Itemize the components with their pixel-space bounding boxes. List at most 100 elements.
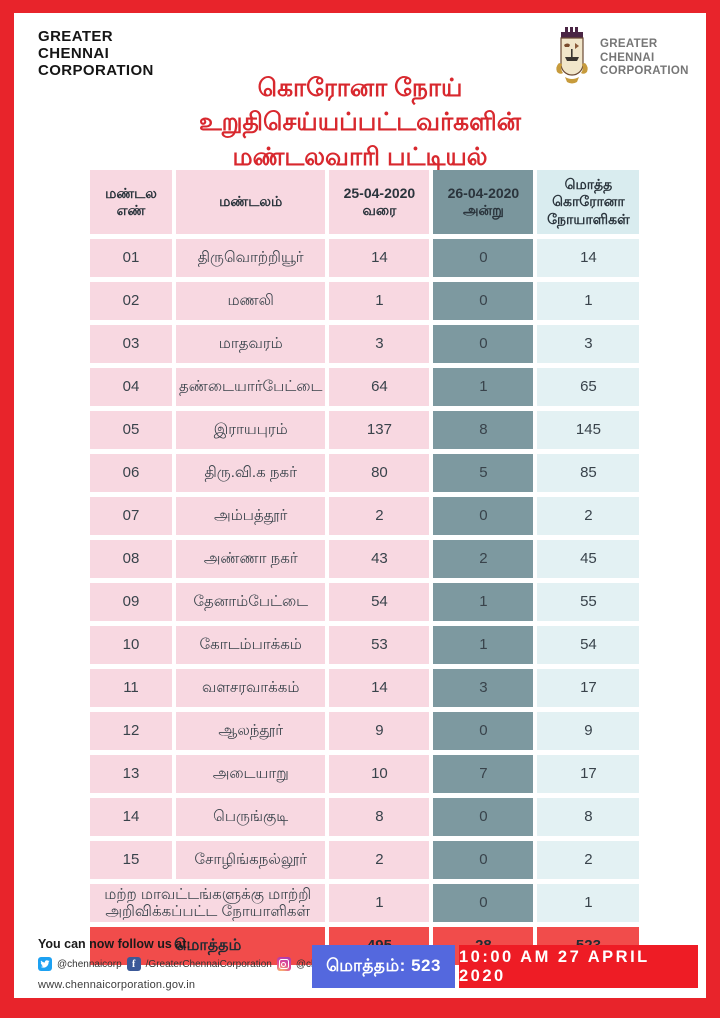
zone-no-cell: 01 — [90, 239, 172, 277]
total-cell: 1 — [537, 282, 640, 320]
table-row: 05 இராயபுரம் 137 8 145 — [90, 411, 640, 449]
zone-no-cell: 04 — [90, 368, 172, 406]
twitter-icon[interactable] — [38, 957, 52, 971]
col-header-grand-total: மொத்த கொரோனா நோயாளிகள் — [537, 170, 640, 234]
on-cell: 0 — [433, 282, 534, 320]
col-header-on-date: 26-04-2020 அன்று — [433, 170, 534, 234]
on-cell: 0 — [433, 841, 534, 879]
zone-case-table: மண்டல எண் மண்டலம் 25-04-2020 வரை 26-04-2… — [86, 165, 643, 970]
on-cell: 0 — [433, 712, 534, 750]
on-cell: 7 — [433, 755, 534, 793]
zone-name-cell: அடையாறு — [176, 755, 326, 793]
until-cell: 3 — [329, 325, 430, 363]
on-cell: 1 — [433, 583, 534, 621]
table-row: 12 ஆலந்தூர் 9 0 9 — [90, 712, 640, 750]
zone-no-cell: 06 — [90, 454, 172, 492]
table-header-row: மண்டல எண் மண்டலம் 25-04-2020 வரை 26-04-2… — [90, 170, 640, 234]
zone-no-cell: 03 — [90, 325, 172, 363]
zone-name-cell: கோடம்பாக்கம் — [176, 626, 326, 664]
gcc-crest: GREATER CHENNAI CORPORATION — [552, 27, 689, 90]
col-header-zone-name: மண்டலம் — [176, 170, 326, 234]
zone-name-cell: திருவொற்றியூர் — [176, 239, 326, 277]
until-cell: 8 — [329, 798, 430, 836]
on-cell: 5 — [433, 454, 534, 492]
zone-name-cell: மாதவரம் — [176, 325, 326, 363]
zone-name-cell: வளசரவாக்கம் — [176, 669, 326, 707]
gcc-wordmark: GREATER CHENNAI CORPORATION — [38, 28, 154, 80]
content-panel: GREATER CHENNAI CORPORATION கொரோனா நோய் … — [14, 13, 706, 998]
total-cell: 9 — [537, 712, 640, 750]
on-cell: 0 — [433, 884, 534, 922]
on-cell: 3 — [433, 669, 534, 707]
timestamp-badge: 10:00 AM 27 APRIL 2020 — [459, 945, 698, 988]
zone-no-cell: 13 — [90, 755, 172, 793]
title-line: கொரோனா நோய் — [257, 74, 463, 102]
zone-no-cell: 05 — [90, 411, 172, 449]
table-row: 13 அடையாறு 10 7 17 — [90, 755, 640, 793]
wordmark-line: CHENNAI — [38, 44, 110, 62]
zone-no-cell: 10 — [90, 626, 172, 664]
zone-no-cell: 12 — [90, 712, 172, 750]
table-row: 11 வளசரவாக்கம் 14 3 17 — [90, 669, 640, 707]
col-header-until-date: 25-04-2020 வரை — [329, 170, 430, 234]
until-cell: 53 — [329, 626, 430, 664]
until-cell: 137 — [329, 411, 430, 449]
table-row: 09 தேனாம்பேட்டை 54 1 55 — [90, 583, 640, 621]
twitter-handle[interactable]: @chennaicorp — [57, 958, 122, 970]
zone-no-cell: 15 — [90, 841, 172, 879]
total-cell: 2 — [537, 497, 640, 535]
on-cell: 8 — [433, 411, 534, 449]
until-cell: 2 — [329, 497, 430, 535]
zone-name-cell: அம்பத்தூர் — [176, 497, 326, 535]
total-cell: 14 — [537, 239, 640, 277]
until-cell: 80 — [329, 454, 430, 492]
total-cell: 145 — [537, 411, 640, 449]
table-row: 08 அண்ணா நகர் 43 2 45 — [90, 540, 640, 578]
follow-us-text: You can now follow us at: — [38, 937, 191, 951]
total-cell: 8 — [537, 798, 640, 836]
gcc-emblem-icon — [552, 27, 592, 90]
crest-label: GREATER CHENNAI CORPORATION — [600, 38, 689, 78]
zone-name-cell: மணலி — [176, 282, 326, 320]
zone-name-cell: தேனாம்பேட்டை — [176, 583, 326, 621]
total-cell: 45 — [537, 540, 640, 578]
zone-no-cell: 07 — [90, 497, 172, 535]
zone-no-cell: 09 — [90, 583, 172, 621]
page-title: கொரோனா நோய் உறுதிசெய்யப்பட்டவர்களின் மண்… — [14, 71, 706, 174]
until-cell: 1 — [329, 884, 430, 922]
zone-no-cell: 14 — [90, 798, 172, 836]
total-cell: 55 — [537, 583, 640, 621]
on-cell: 1 — [433, 626, 534, 664]
on-cell: 1 — [433, 368, 534, 406]
table-row: 02 மணலி 1 0 1 — [90, 282, 640, 320]
total-cell: 1 — [537, 884, 640, 922]
col-header-zone-no: மண்டல எண் — [90, 170, 172, 234]
table-row: 15 சோழிங்கநல்லூர் 2 0 2 — [90, 841, 640, 879]
title-line: மண்டலவாரி பட்டியல் — [232, 142, 488, 171]
until-cell: 2 — [329, 841, 430, 879]
until-cell: 9 — [329, 712, 430, 750]
transfer-label-cell: மற்ற மாவட்டங்களுக்கு மாற்றி அறிவிக்கப்பட… — [90, 884, 326, 922]
total-cell: 54 — [537, 626, 640, 664]
zone-no-cell: 02 — [90, 282, 172, 320]
until-cell: 1 — [329, 282, 430, 320]
zone-name-cell: பெருங்குடி — [176, 798, 326, 836]
zone-name-cell: ஆலந்தூர் — [176, 712, 326, 750]
on-cell: 0 — [433, 239, 534, 277]
total-count-badge: மொத்தம்: 523 — [312, 945, 455, 988]
facebook-icon[interactable]: f — [126, 957, 141, 971]
until-cell: 54 — [329, 583, 430, 621]
zone-name-cell: திரு.வி.க நகர் — [176, 454, 326, 492]
wordmark-line: GREATER — [38, 28, 114, 45]
zone-no-cell: 08 — [90, 540, 172, 578]
until-cell: 14 — [329, 239, 430, 277]
instagram-icon[interactable] — [276, 957, 291, 971]
website-link[interactable]: www.chennaicorporation.gov.in — [38, 979, 196, 991]
table-row: 10 கோடம்பாக்கம் 53 1 54 — [90, 626, 640, 664]
total-cell: 85 — [537, 454, 640, 492]
zone-no-cell: 11 — [90, 669, 172, 707]
zone-name-cell: இராயபுரம் — [176, 411, 326, 449]
facebook-handle[interactable]: /GreaterChennaiCorporation — [145, 958, 272, 970]
zone-name-cell: அண்ணா நகர் — [176, 540, 326, 578]
